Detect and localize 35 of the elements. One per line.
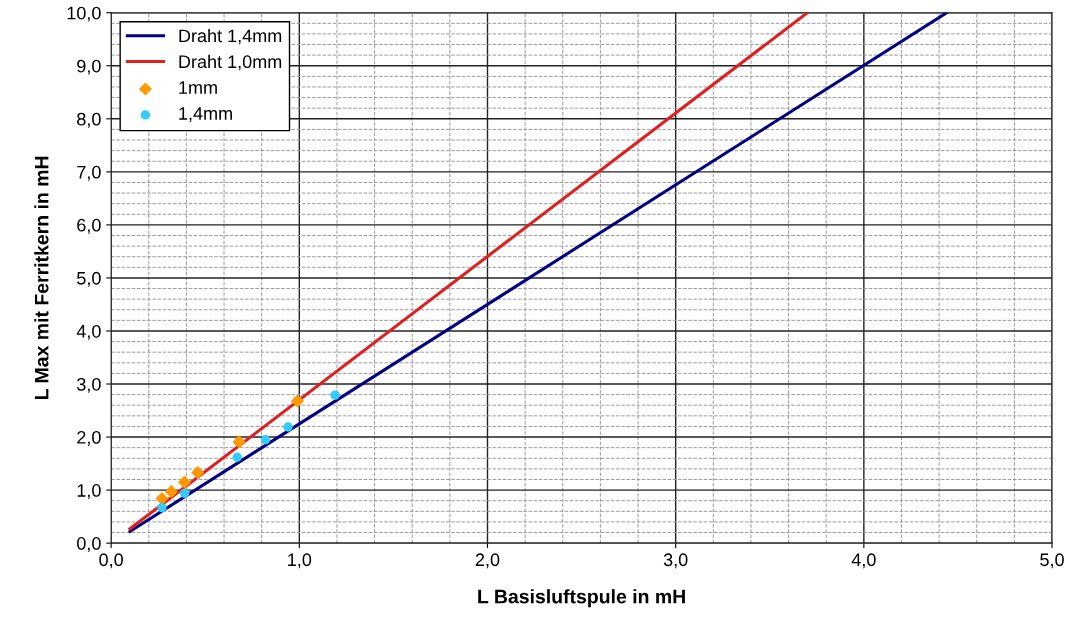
y-tick-label: 8,0 — [77, 112, 101, 128]
point — [191, 466, 205, 480]
x-tick-label: 2,0 — [475, 553, 500, 569]
y-tick-label: 1,0 — [77, 484, 101, 499]
y-tick-label: 7,0 — [77, 165, 101, 181]
point — [179, 488, 190, 498]
x-tick-label: 5,0 — [1040, 553, 1064, 569]
legend-label: 1mm — [179, 81, 217, 94]
y-tick-label: 9,0 — [77, 59, 101, 75]
x-axis-title: L Basisluftspule in mH — [478, 589, 685, 608]
y-axis-title: L Max mit Ferritkern in mH — [34, 156, 49, 400]
y-tick-label: 4,0 — [76, 324, 101, 340]
x-tick-label: 4,0 — [851, 553, 876, 569]
x-tick-label: 1,0 — [288, 553, 312, 569]
x-tick-label: 0,0 — [99, 553, 123, 569]
point — [157, 502, 167, 513]
point — [177, 475, 192, 489]
point — [330, 390, 340, 400]
point — [290, 394, 305, 408]
y-tick-label: 6,0 — [77, 218, 101, 234]
point — [164, 485, 178, 499]
point — [260, 435, 271, 445]
legend-label: 1,4mm — [179, 107, 232, 122]
x-tick-label: 3,0 — [663, 553, 688, 569]
point — [283, 422, 293, 432]
legend-label: Draht 1,4mm — [179, 28, 282, 45]
point — [232, 452, 242, 462]
y-tick-label: 10,0 — [67, 6, 101, 22]
point — [155, 492, 169, 506]
legend-label: Draht 1,0mm — [179, 54, 282, 71]
y-tick-label: 0,0 — [77, 537, 101, 552]
point — [232, 435, 246, 449]
y-tick-label: 5,0 — [77, 271, 101, 287]
y-tick-label: 3,0 — [77, 377, 101, 393]
y-tick-label: 2,0 — [77, 430, 101, 446]
